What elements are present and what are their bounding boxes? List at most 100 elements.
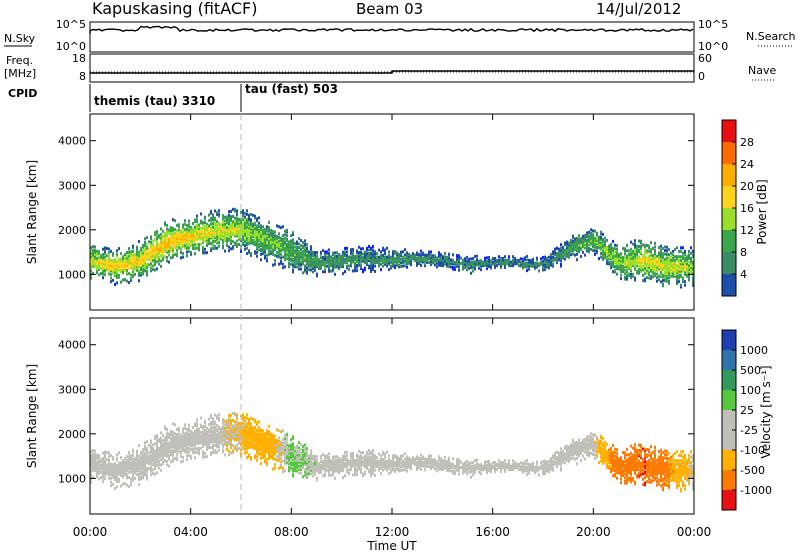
echo-cell [366,461,368,465]
echo-cell [252,228,254,232]
echo-cell [208,435,210,439]
echo-cell [660,269,662,273]
echo-cell [296,251,298,255]
echo-cell [338,456,340,460]
echo-cell [242,415,244,419]
echo-cell [114,261,116,265]
echo-cell [612,254,614,258]
echo-cell [548,259,550,263]
echo-cell [102,458,104,462]
echo-cell [246,237,248,241]
echo-cell [94,460,96,464]
echo-cell [156,458,158,462]
echo-cell [154,467,156,471]
echo-cell [270,243,272,247]
echo-cell [476,261,478,265]
echo-cell [256,233,258,237]
echo-cell [98,273,100,277]
echo-cell [254,432,256,436]
echo-cell [138,264,140,268]
echo-cell [552,259,554,263]
echo-cell [110,476,112,480]
echo-cell [332,269,334,273]
echo-cell [184,245,186,249]
echo-cell [156,254,158,258]
echo-cell [498,260,500,264]
echo-cell [666,272,668,276]
echo-cell [564,253,566,257]
echo-cell [662,261,664,265]
echo-cell [144,249,146,253]
echo-cell [130,456,132,460]
echo-cell [208,234,210,238]
echo-cell [344,270,346,274]
echo-cell [388,461,390,465]
echo-cell [218,230,220,234]
echo-cell [488,256,490,260]
echo-cell [232,247,234,251]
echo-cell [458,259,460,263]
echo-cell [128,261,130,265]
echo-cell [194,429,196,433]
echo-cell [126,465,128,469]
echo-cell [676,281,678,285]
echo-cell [140,461,142,465]
echo-cell [286,448,288,452]
echo-cell [186,443,188,447]
echo-cell [686,271,688,275]
echo-cell [516,262,518,266]
echo-cell [134,460,136,464]
sky-search-strip [89,21,695,53]
echo-cell [666,260,668,264]
echo-cell [664,259,666,263]
echo-cell [320,259,322,263]
echo-cell [146,264,148,268]
echo-cell [600,237,602,241]
echo-cell [330,466,332,470]
echo-cell [126,263,128,267]
echo-cell [258,440,260,444]
echo-cell [310,459,312,463]
echo-cell [134,267,136,271]
echo-cell [506,260,508,264]
echo-cell [360,454,362,458]
echo-cell [298,251,300,255]
echo-cell [252,433,254,437]
echo-cell [184,222,186,226]
echo-cell [242,241,244,245]
echo-cell [664,249,666,253]
echo-cell [380,466,382,470]
echo-cell [344,463,346,467]
echo-cell [266,448,268,452]
echo-cell [306,250,308,254]
echo-cell [326,465,328,469]
echo-cell [154,257,156,261]
echo-cell [382,253,384,257]
echo-cell [186,427,188,431]
echo-cell [336,263,338,267]
echo-cell [244,219,246,223]
echo-cell [236,216,238,220]
echo-cell [142,463,144,467]
echo-cell [158,258,160,262]
echo-cell [332,457,334,461]
echo-cell [604,236,606,240]
echo-cell [390,463,392,467]
echo-cell [314,472,316,476]
echo-cell [616,267,618,271]
echo-cell [630,262,632,266]
echo-cell [122,257,124,261]
echo-cell [278,443,280,447]
echo-cell [118,470,120,474]
echo-cell [612,263,614,267]
echo-cell [370,262,372,266]
echo-cell [504,265,506,269]
echo-cell [450,260,452,264]
echo-cell [352,258,354,262]
echo-cell [258,221,260,225]
echo-cell [156,244,158,248]
echo-cell [344,261,346,265]
echo-cell [120,264,122,268]
echo-cell [692,280,694,284]
echo-cell [278,452,280,456]
